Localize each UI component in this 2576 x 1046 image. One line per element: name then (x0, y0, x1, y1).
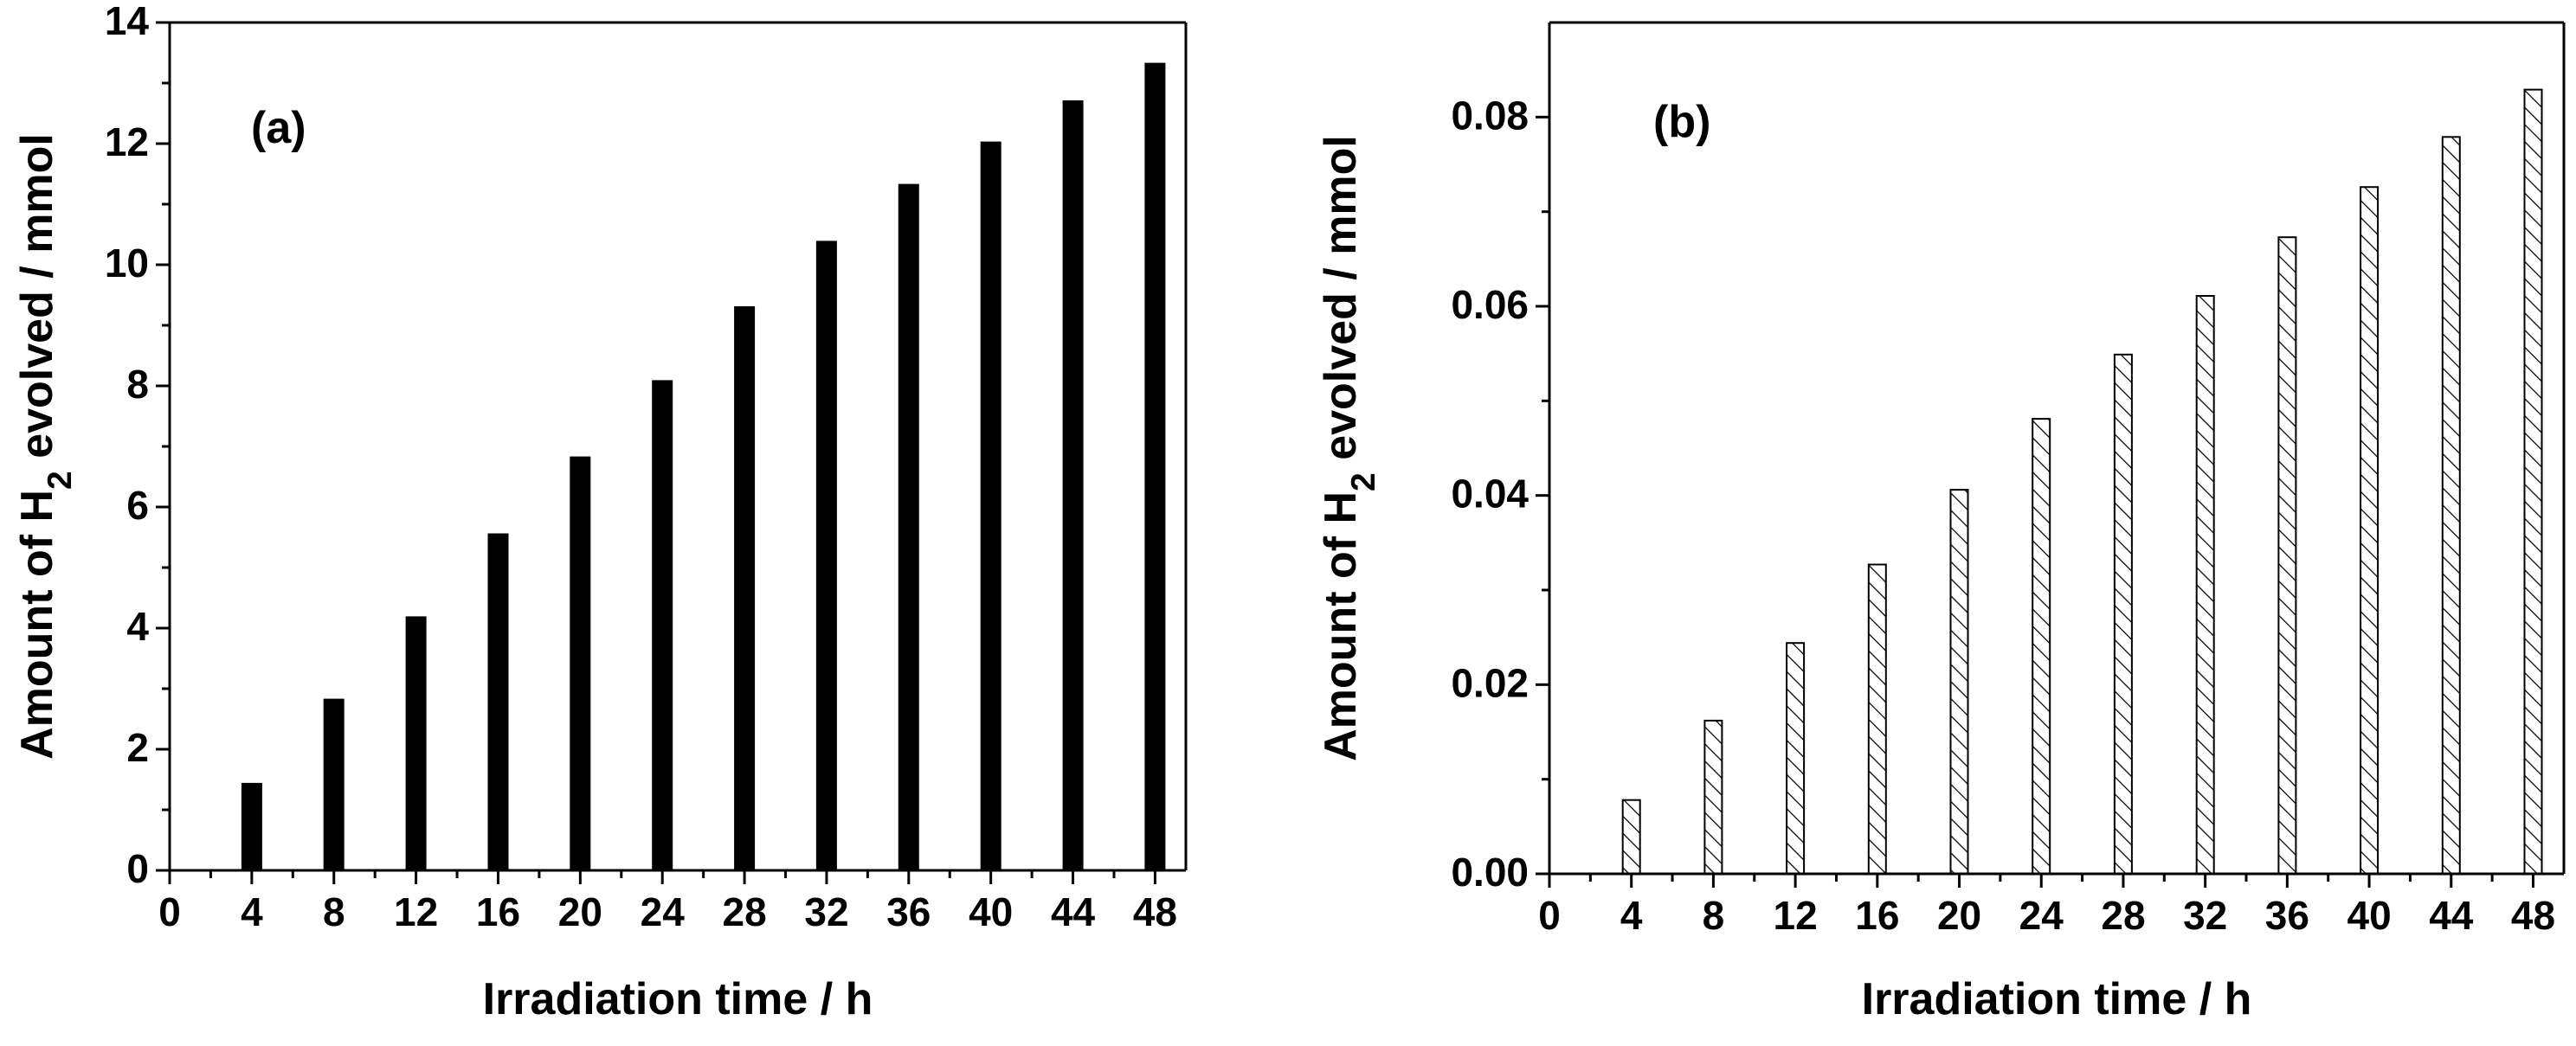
y-title-subscript: 2 (1345, 472, 1382, 491)
bar-4 (1621, 799, 1641, 876)
y-tick-label: 8 (126, 362, 149, 407)
y-axis-title: Amount of H2 evolved / mmol (1316, 135, 1382, 761)
bar-40 (2360, 186, 2380, 875)
x-tick-label: 48 (1133, 889, 1177, 934)
bar-44 (2441, 136, 2461, 876)
x-tick-label: 36 (886, 889, 931, 934)
x-tick-label: 44 (1051, 889, 1096, 934)
y-tick-label: 2 (126, 725, 149, 770)
x-tick-label: 16 (1855, 893, 1899, 938)
x-tick-label: 24 (2019, 893, 2064, 938)
bar-28 (2113, 353, 2133, 875)
bar-44 (1062, 100, 1084, 871)
x-tick-label: 12 (1774, 893, 1818, 938)
y-axis-title: Amount of H2 evolved / mmol (12, 133, 79, 760)
y-title-prefix: Amount of H (12, 490, 62, 760)
x-tick-label: 4 (1620, 893, 1643, 938)
x-tick-label: 44 (2429, 893, 2474, 938)
bar-20 (1949, 489, 1969, 875)
x-tick-label: 8 (323, 889, 345, 934)
y-title-suffix: evolved / mmol (1316, 135, 1366, 472)
y-tick-label: 0 (126, 846, 149, 891)
y-tick-label: 4 (126, 604, 149, 649)
y-title-subscript: 2 (42, 471, 79, 490)
bar-12 (405, 616, 427, 872)
y-tick-label: 0.02 (1451, 660, 1529, 705)
panel-label: (b) (1653, 97, 1710, 147)
bar-16 (487, 533, 509, 871)
bar-8 (323, 698, 345, 871)
panel-a: 0 4 8 12 16 20 24 28 32 36 40 44 4802468101214Irradi… (12, 0, 1188, 1024)
x-tick-label: 48 (2511, 893, 2555, 938)
x-tick-label: 8 (1703, 893, 1725, 938)
x-tick-label: 32 (804, 889, 848, 934)
bar-36 (898, 183, 919, 872)
x-tick-label: 4 (241, 889, 263, 934)
x-tick-label: 0 (158, 889, 181, 934)
y-tick-label: 12 (105, 119, 149, 164)
y-tick-label: 14 (105, 0, 150, 43)
bar-40 (980, 141, 1001, 872)
x-tick-label: 40 (969, 889, 1013, 934)
x-tick-label: 0 (1538, 893, 1561, 938)
bar-24 (652, 380, 673, 871)
x-tick-label: 16 (476, 889, 520, 934)
x-axis-title: Irradiation time / h (1862, 974, 2252, 1024)
x-tick-label: 28 (2101, 893, 2145, 938)
bar-24 (2032, 418, 2051, 876)
x-tick-label: 20 (558, 889, 602, 934)
y-tick-label: 6 (126, 483, 149, 528)
panel-label: (a) (251, 103, 306, 153)
panel-b: 0 4 8 12 16 20 24 28 32 36 40 44 480.000.020.040.060… (1316, 21, 2566, 1024)
x-tick-label: 36 (2265, 893, 2309, 938)
y-title-suffix: evolved / mmol (12, 133, 62, 471)
bar-32 (2195, 295, 2215, 875)
x-tick-label: 28 (722, 889, 766, 934)
bar-36 (2277, 236, 2297, 875)
bar-12 (1786, 642, 1806, 875)
y-tick-label: 0.00 (1451, 850, 1529, 895)
y-tick-label: 0.04 (1451, 472, 1529, 517)
bar-48 (1144, 62, 1166, 872)
y-tick-label: 10 (105, 241, 149, 286)
y-title-prefix: Amount of H (1316, 491, 1366, 761)
x-tick-label: 40 (2347, 893, 2391, 938)
bar-28 (734, 306, 756, 871)
x-tick-label: 32 (2183, 893, 2227, 938)
y-tick-label: 0.08 (1451, 93, 1529, 138)
x-tick-label: 12 (394, 889, 438, 934)
bar-20 (570, 456, 591, 871)
x-axis-title: Irradiation time / h (483, 974, 873, 1024)
bar-16 (1867, 563, 1887, 875)
x-tick-label: 20 (1937, 893, 1981, 938)
y-tick-label: 0.06 (1451, 282, 1529, 327)
bar-32 (815, 241, 837, 871)
bar-8 (1703, 719, 1723, 876)
bar-48 (2523, 88, 2543, 876)
x-tick-label: 24 (641, 889, 686, 934)
bar-4 (241, 782, 262, 872)
